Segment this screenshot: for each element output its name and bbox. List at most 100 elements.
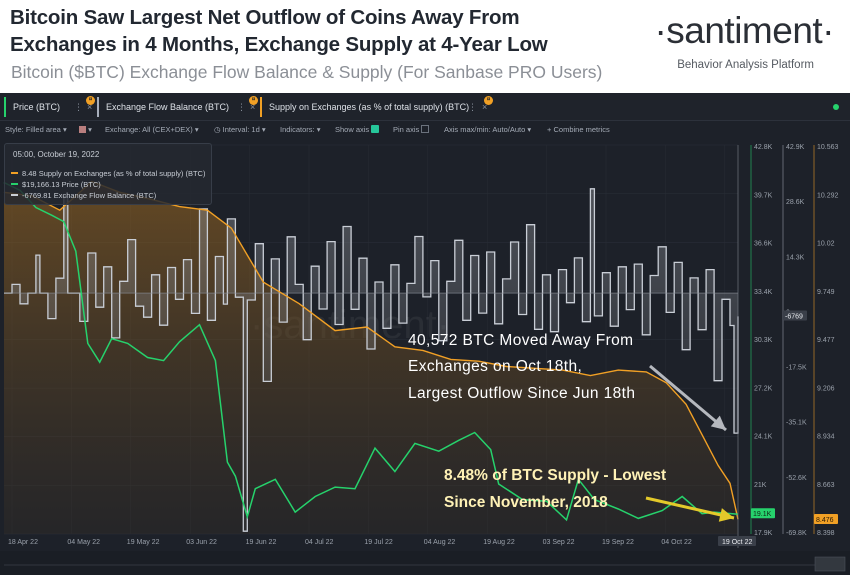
pro-badge-icon: ¤ bbox=[86, 96, 95, 105]
tab-supply-on-exchanges[interactable]: Supply on Exchanges (as % of total suppl… bbox=[260, 97, 490, 117]
x-tick-label: 03 Jun 22 bbox=[186, 539, 217, 546]
more-icon[interactable]: ⋮ bbox=[468, 102, 477, 112]
x-tick-label: 19 Sep 22 bbox=[602, 539, 634, 546]
supply-axis-tick-label: 10.292 bbox=[817, 192, 839, 199]
chart-canvas: ·santiment·42.8K39.7K36.6K33.4K30.3K27.2… bbox=[0, 144, 850, 575]
legend-swatch bbox=[11, 183, 18, 185]
x-tick-label: 19 Aug 22 bbox=[483, 539, 515, 546]
page-title-line1: Bitcoin Saw Largest Net Outflow of Coins… bbox=[10, 6, 520, 29]
show-axis-toggle[interactable]: Show axis bbox=[335, 125, 380, 134]
santiment-logo: ·santiment· bbox=[654, 10, 834, 51]
interval-select[interactable]: ◷ Interval: 1d ▾ bbox=[214, 125, 266, 134]
close-icon[interactable]: × bbox=[250, 102, 256, 112]
checkbox-unchecked-icon bbox=[421, 125, 430, 133]
x-tick-label: 19 May 22 bbox=[127, 539, 160, 546]
close-icon[interactable]: × bbox=[87, 102, 93, 112]
checkbox-checked-icon bbox=[371, 125, 380, 133]
price-axis-tick-label: 30.3K bbox=[754, 337, 773, 344]
tooltip-row-price: $19,166.13 Price (BTC) bbox=[11, 180, 101, 189]
chart-panel: ·santiment· 42.8K 39.7K 36.6K 33.4K 30.3K 27.2… bbox=[0, 93, 850, 575]
color-picker[interactable]: ▾ bbox=[79, 125, 92, 134]
page-title-line2: Exchanges in 4 Months, Exchange Supply a… bbox=[10, 33, 548, 56]
combine-metrics-button[interactable]: + Combine metrics bbox=[547, 125, 610, 134]
more-icon[interactable]: ⋮ bbox=[237, 102, 246, 112]
outflow-arrow-head bbox=[710, 415, 726, 430]
price-axis-tick-label: 24.1K bbox=[754, 434, 773, 441]
annotation-supply-line2: Since November, 2018 bbox=[444, 494, 608, 511]
pin-axis-toggle[interactable]: Pin axis bbox=[393, 125, 430, 134]
navigator-strip bbox=[0, 551, 850, 575]
legend-swatch bbox=[11, 172, 18, 174]
price-axis-tick-label: 17.9K bbox=[754, 530, 773, 537]
close-icon[interactable]: × bbox=[482, 102, 488, 112]
hover-tooltip: 05:00, October 19, 2022 8.48 Supply on E… bbox=[4, 143, 212, 205]
x-tick-label: 04 Oct 22 bbox=[661, 539, 691, 546]
metric-tabs: Price (BTC) ⋮ × ¤ Exchange Flow Balance … bbox=[0, 93, 850, 121]
supply-axis-tick-label: 9.477 bbox=[817, 337, 835, 344]
supply-axis-tick-label: 9.749 bbox=[817, 289, 835, 296]
flow-axis-tick-label: -35.1K bbox=[786, 420, 807, 427]
x-tick-label: 19 Jun 22 bbox=[246, 539, 277, 546]
indicators-select[interactable]: Indicators: ▾ bbox=[280, 125, 321, 134]
tagline: Behavior Analysis Platform bbox=[677, 59, 814, 71]
price-axis-tick-label: 36.6K bbox=[754, 241, 773, 248]
outflow-arrow-shaft bbox=[649, 364, 727, 432]
supply-axis-tick-label: 8.398 bbox=[817, 530, 835, 537]
annotation-outflow-line2: Exchanges on Oct 18th, bbox=[408, 358, 582, 375]
pro-badge-icon: ¤ bbox=[249, 96, 258, 105]
toolbar: Style: Filled area ▾ ▾ Exchange: All (CE… bbox=[0, 121, 850, 139]
x-tick-label: 19 Jul 22 bbox=[364, 539, 393, 546]
supply-axis-tick-label: 8.934 bbox=[817, 434, 835, 441]
price-axis-tick-label: 27.2K bbox=[754, 385, 773, 392]
x-current-label-bg bbox=[718, 536, 756, 546]
annotation-outflow-line1: 40,572 BTC Moved Away From bbox=[408, 332, 634, 349]
price-line bbox=[3, 181, 739, 522]
price-current-label: 19.1K bbox=[753, 511, 772, 518]
flow-axis-tick-label: -69.8K bbox=[786, 530, 807, 537]
tab-label: Supply on Exchanges (as % of total suppl… bbox=[269, 102, 470, 112]
price-current-label-bg bbox=[751, 508, 775, 519]
x-tick-label: 04 Aug 22 bbox=[424, 539, 456, 546]
supply-current-label-bg bbox=[814, 513, 838, 524]
flow-axis-tick-label: -17.5K bbox=[786, 365, 807, 372]
price-axis-tick-label: 21K bbox=[754, 482, 767, 489]
legend-swatch bbox=[11, 194, 18, 196]
supply-axis-tick-label: 8.663 bbox=[817, 482, 835, 489]
supply-axis-tick-label: 10.02 bbox=[817, 241, 835, 248]
header: Bitcoin Saw Largest Net Outflow of Coins… bbox=[0, 0, 850, 93]
x-tick-label: 04 May 22 bbox=[67, 539, 100, 546]
price-axis-tick-label: 39.7K bbox=[754, 192, 773, 199]
clock-icon: ◷ bbox=[214, 125, 221, 134]
pro-badge-icon: ¤ bbox=[484, 96, 493, 105]
supply-current-label: 8.476 bbox=[816, 517, 834, 524]
exchange-select[interactable]: Exchange: All (CEX+DEX) ▾ bbox=[105, 125, 199, 134]
live-status-dot bbox=[833, 104, 839, 110]
x-tick-label: 19 Oct 22 bbox=[722, 539, 752, 546]
x-tick-label: 03 Sep 22 bbox=[543, 539, 575, 546]
color-swatch-icon bbox=[79, 126, 86, 133]
flow-line bbox=[4, 188, 739, 532]
x-tick-label: 04 Jul 22 bbox=[305, 539, 334, 546]
price-axis-tick-label: 42.8K bbox=[754, 144, 773, 151]
page-subtitle: Bitcoin ($BTC) Exchange Flow Balance & S… bbox=[11, 62, 603, 82]
supply-axis-tick-label: 9.206 bbox=[817, 385, 835, 392]
price-axis-tick-label: 33.4K bbox=[754, 289, 773, 296]
tab-label: Exchange Flow Balance (BTC) bbox=[106, 102, 230, 112]
flow-area bbox=[4, 188, 738, 532]
tooltip-date: 05:00, October 19, 2022 bbox=[13, 150, 100, 159]
plus-icon: + bbox=[547, 125, 552, 134]
supply-arrow-shaft bbox=[645, 496, 735, 520]
style-select[interactable]: Style: Filled area ▾ bbox=[5, 125, 67, 134]
annotation-supply-line1: 8.48% of BTC Supply - Lowest bbox=[444, 467, 666, 484]
annotation-outflow-line3: Largest Outflow Since Jun 18th bbox=[408, 385, 635, 402]
x-tick-label: 18 Apr 22 bbox=[8, 539, 38, 546]
axis-max-min-select[interactable]: Axis max/min: Auto/Auto ▾ bbox=[444, 125, 532, 134]
supply-axis-tick-label: 10.563 bbox=[817, 144, 839, 151]
flow-axis-tick-label: 28.6K bbox=[786, 199, 805, 206]
tab-price[interactable]: Price (BTC) ⋮ × bbox=[4, 97, 96, 117]
flow-current-label-bg bbox=[783, 310, 807, 321]
more-icon[interactable]: ⋮ bbox=[74, 102, 83, 112]
flow-current-label: -6769 bbox=[785, 313, 803, 320]
tab-exchange-flow[interactable]: Exchange Flow Balance (BTC) ⋮ × bbox=[97, 97, 256, 117]
tab-label: Price (BTC) bbox=[13, 102, 60, 112]
